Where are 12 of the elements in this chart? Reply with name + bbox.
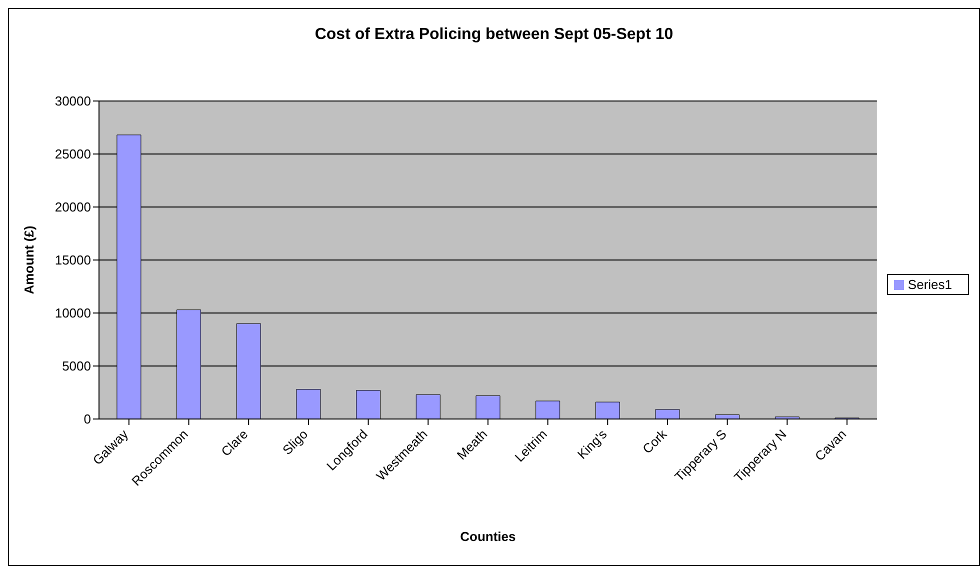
y-tick-label: 10000 (54, 306, 91, 321)
x-axis-title: Counties (460, 529, 516, 544)
y-tick-label: 0 (84, 412, 91, 427)
y-axis-title: Amount (£) (22, 226, 37, 294)
y-tick-label: 5000 (62, 358, 91, 374)
y-tick-label: 25000 (54, 146, 91, 162)
y-tick-label: 20000 (54, 200, 91, 215)
x-tick-label: Cork (640, 426, 670, 457)
y-tick-label: 30000 (54, 94, 91, 109)
y-tick-label: 15000 (54, 252, 91, 268)
chart-title: Cost of Extra Policing between Sept 05-Sept 10 (314, 26, 674, 44)
legend-label: Series1 (908, 276, 952, 292)
